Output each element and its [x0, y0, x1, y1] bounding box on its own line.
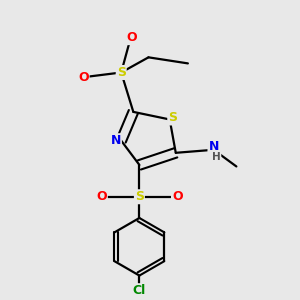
Text: N: N	[208, 140, 219, 153]
Text: H: H	[212, 152, 220, 162]
Text: O: O	[96, 190, 107, 203]
Text: S: S	[135, 190, 144, 203]
Text: Cl: Cl	[133, 284, 146, 297]
Text: N: N	[111, 134, 121, 147]
Text: S: S	[117, 66, 126, 79]
Text: S: S	[168, 112, 177, 124]
Text: O: O	[78, 70, 88, 83]
Text: O: O	[127, 31, 137, 44]
Text: O: O	[172, 190, 183, 203]
